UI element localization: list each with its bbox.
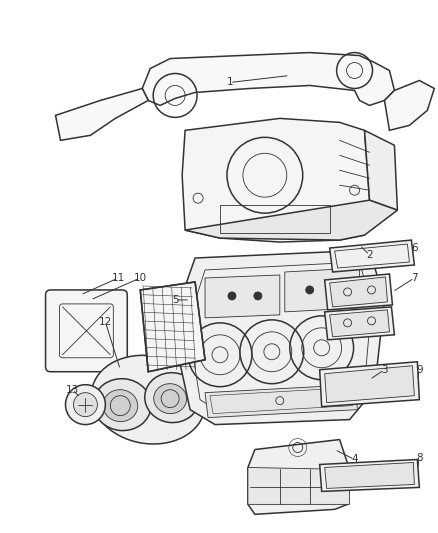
Circle shape [74, 393, 97, 417]
Circle shape [336, 285, 343, 293]
Polygon shape [205, 275, 280, 318]
Polygon shape [185, 200, 397, 240]
Polygon shape [320, 362, 419, 407]
FancyBboxPatch shape [46, 290, 127, 372]
Polygon shape [248, 467, 350, 504]
Polygon shape [248, 440, 350, 514]
Polygon shape [182, 118, 370, 242]
Polygon shape [205, 385, 357, 417]
Polygon shape [178, 250, 385, 425]
Text: 13: 13 [66, 385, 79, 394]
Polygon shape [330, 310, 389, 337]
Polygon shape [320, 459, 419, 491]
Polygon shape [385, 80, 434, 131]
Text: 5: 5 [172, 295, 178, 305]
Circle shape [228, 292, 236, 300]
Polygon shape [330, 277, 388, 307]
Ellipse shape [154, 384, 187, 414]
Circle shape [254, 292, 262, 300]
Text: 8: 8 [416, 453, 423, 463]
Text: 2: 2 [366, 250, 373, 260]
Polygon shape [330, 240, 414, 272]
Ellipse shape [93, 378, 151, 431]
Ellipse shape [91, 356, 205, 444]
Polygon shape [142, 53, 395, 106]
Bar [220, 205, 330, 233]
Polygon shape [325, 274, 392, 310]
Circle shape [306, 286, 314, 294]
Polygon shape [364, 131, 397, 210]
Text: 6: 6 [411, 243, 418, 253]
Text: 3: 3 [381, 365, 388, 375]
Polygon shape [56, 88, 148, 140]
Polygon shape [325, 307, 395, 340]
Text: 10: 10 [134, 273, 147, 283]
Text: 9: 9 [416, 365, 423, 375]
Circle shape [66, 385, 106, 425]
Text: 1: 1 [226, 77, 233, 87]
Polygon shape [140, 282, 205, 372]
Polygon shape [325, 463, 414, 488]
Text: 7: 7 [411, 273, 418, 283]
Ellipse shape [145, 373, 200, 423]
Text: 11: 11 [112, 273, 125, 283]
Text: 4: 4 [351, 455, 358, 464]
Ellipse shape [103, 390, 138, 422]
Polygon shape [325, 366, 414, 402]
Polygon shape [285, 268, 360, 312]
Text: 12: 12 [99, 317, 112, 327]
